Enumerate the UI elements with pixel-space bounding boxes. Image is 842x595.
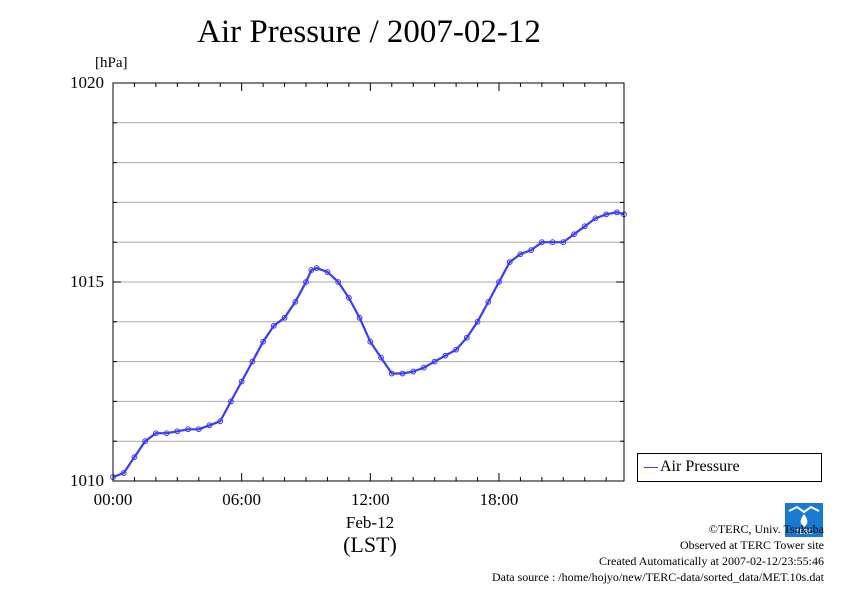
- y-tick-label: 1010: [70, 471, 104, 490]
- data-point: [431, 358, 438, 365]
- x-tick-label: 12:00: [350, 490, 390, 509]
- data-point: [399, 370, 406, 377]
- chart-title: Air Pressure / 2007-02-12: [197, 14, 541, 50]
- data-point: [206, 422, 213, 429]
- data-point: [249, 358, 256, 365]
- credits-block: ©TERC, Univ. Tsukuba Observed at TERC To…: [492, 521, 824, 585]
- data-point: [421, 364, 427, 371]
- data-point: [131, 454, 138, 461]
- series-line-0: [112, 211, 625, 479]
- legend: Air Pressure: [637, 453, 822, 482]
- data-point: [528, 247, 535, 254]
- data-point: [463, 334, 470, 341]
- data-point: [453, 346, 459, 353]
- data-point: [142, 438, 149, 445]
- credit-source: Data source : /home/hojyo/new/TERC-data/…: [491, 570, 824, 584]
- data-point: [238, 378, 245, 385]
- x-axis-timezone-label: (LST): [343, 532, 397, 557]
- data-point: [410, 368, 417, 375]
- data-point: [228, 398, 234, 405]
- data-point: [345, 295, 352, 301]
- data-point: [388, 370, 395, 377]
- data-point: [195, 426, 202, 433]
- y-tick-label: 1015: [70, 272, 104, 291]
- data-point: [496, 279, 502, 285]
- logo-text: TERC: [794, 528, 813, 536]
- data-point: [335, 279, 342, 285]
- legend-swatch: [644, 467, 658, 468]
- data-point: [592, 215, 599, 222]
- data-point: [485, 299, 492, 305]
- data-point: [517, 251, 524, 258]
- data-point: [614, 209, 620, 216]
- data-point: [549, 239, 556, 246]
- data-point: [313, 265, 320, 271]
- terc-logo-icon: TERC: [785, 503, 823, 537]
- data-point: [356, 314, 363, 321]
- data-point: [292, 299, 299, 305]
- data-point: [571, 231, 577, 238]
- y-axis-unit: [hPa]: [95, 55, 128, 71]
- y-tick-label: 1020: [70, 73, 104, 92]
- x-axis-date-label: Feb-12: [345, 513, 395, 532]
- x-tick-label: 18:00: [479, 490, 519, 509]
- data-point: [120, 470, 127, 476]
- data-point: [367, 338, 374, 345]
- data-point: [506, 259, 513, 266]
- x-tick-label: 00:00: [93, 490, 133, 509]
- data-point: [603, 211, 610, 218]
- data-point: [560, 239, 567, 246]
- data-point: [260, 338, 267, 345]
- data-point: [378, 354, 384, 361]
- data-point: [442, 352, 449, 359]
- data-point: [185, 426, 191, 433]
- data-point: [163, 430, 170, 437]
- credit-copyright: ©TERC, Univ. Tsukuba: [708, 522, 824, 536]
- data-point: [538, 239, 545, 246]
- credit-observed: Observed at TERC Tower site: [679, 538, 824, 552]
- data-point: [581, 223, 588, 230]
- data-point: [308, 267, 315, 273]
- data-point: [281, 314, 288, 321]
- x-tick-label: 06:00: [222, 490, 262, 509]
- data-point: [474, 318, 481, 325]
- data-point: [270, 322, 277, 329]
- data-point: [217, 418, 224, 425]
- credit-created: Created Automatically at 2007-02-12/23:5…: [599, 554, 824, 568]
- data-point: [152, 430, 159, 437]
- data-point: [303, 279, 309, 285]
- data-point: [174, 428, 181, 435]
- legend-label: Air Pressure: [660, 458, 740, 475]
- data-point: [324, 269, 331, 275]
